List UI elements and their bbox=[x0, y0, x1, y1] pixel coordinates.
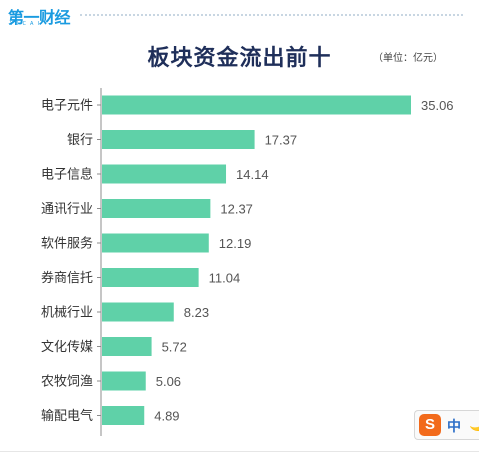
value-label: 5.72 bbox=[162, 340, 187, 355]
category-label: 券商信托 bbox=[41, 270, 93, 286]
unit-note: （单位：亿元） bbox=[373, 53, 443, 64]
bar bbox=[102, 302, 174, 322]
bar bbox=[102, 337, 152, 356]
header-divider bbox=[80, 14, 463, 16]
category-label: 电子元件 bbox=[41, 99, 93, 114]
sogou-ime-logo-icon[interactable]: S bbox=[419, 414, 441, 436]
bar bbox=[102, 406, 145, 425]
yicai-logo-sub: YICAI bbox=[10, 21, 43, 27]
value-label: 5.06 bbox=[156, 374, 181, 389]
category-label: 通讯行业 bbox=[41, 202, 93, 217]
category-label: 文化传媒 bbox=[41, 340, 93, 355]
ime-mode-toggle[interactable]: 中 bbox=[447, 419, 461, 435]
value-label: 35.06 bbox=[421, 98, 454, 113]
yicai-logo: 第一财经 bbox=[8, 8, 71, 27]
value-label: 12.19 bbox=[219, 236, 252, 251]
bar bbox=[102, 95, 411, 115]
category-label: 机械行业 bbox=[41, 306, 93, 321]
value-label: 4.89 bbox=[154, 409, 179, 424]
ime-toolbar[interactable]: S 中 🌙 bbox=[414, 410, 479, 440]
category-label: 银行 bbox=[67, 133, 93, 148]
value-label: 14.14 bbox=[236, 167, 269, 182]
value-label: 12.37 bbox=[220, 202, 253, 217]
chart-title: 板块资金流出前十 bbox=[147, 46, 332, 71]
value-label: 8.23 bbox=[184, 305, 209, 320]
bottom-divider bbox=[0, 451, 479, 452]
category-label: 软件服务 bbox=[41, 236, 93, 252]
bar bbox=[102, 233, 209, 253]
bar bbox=[102, 199, 211, 218]
category-label: 农牧饲渔 bbox=[41, 375, 93, 390]
category-label: 输配电气 bbox=[41, 408, 93, 424]
bar bbox=[102, 164, 227, 184]
bar bbox=[102, 268, 199, 287]
moon-icon[interactable]: 🌙 bbox=[469, 414, 479, 432]
category-label: 电子信息 bbox=[41, 167, 93, 183]
value-label: 17.37 bbox=[265, 133, 298, 148]
header: 第一财经 YICAI bbox=[0, 0, 479, 30]
value-label: 11.04 bbox=[209, 271, 241, 286]
bar bbox=[102, 130, 255, 149]
bar bbox=[102, 371, 146, 391]
